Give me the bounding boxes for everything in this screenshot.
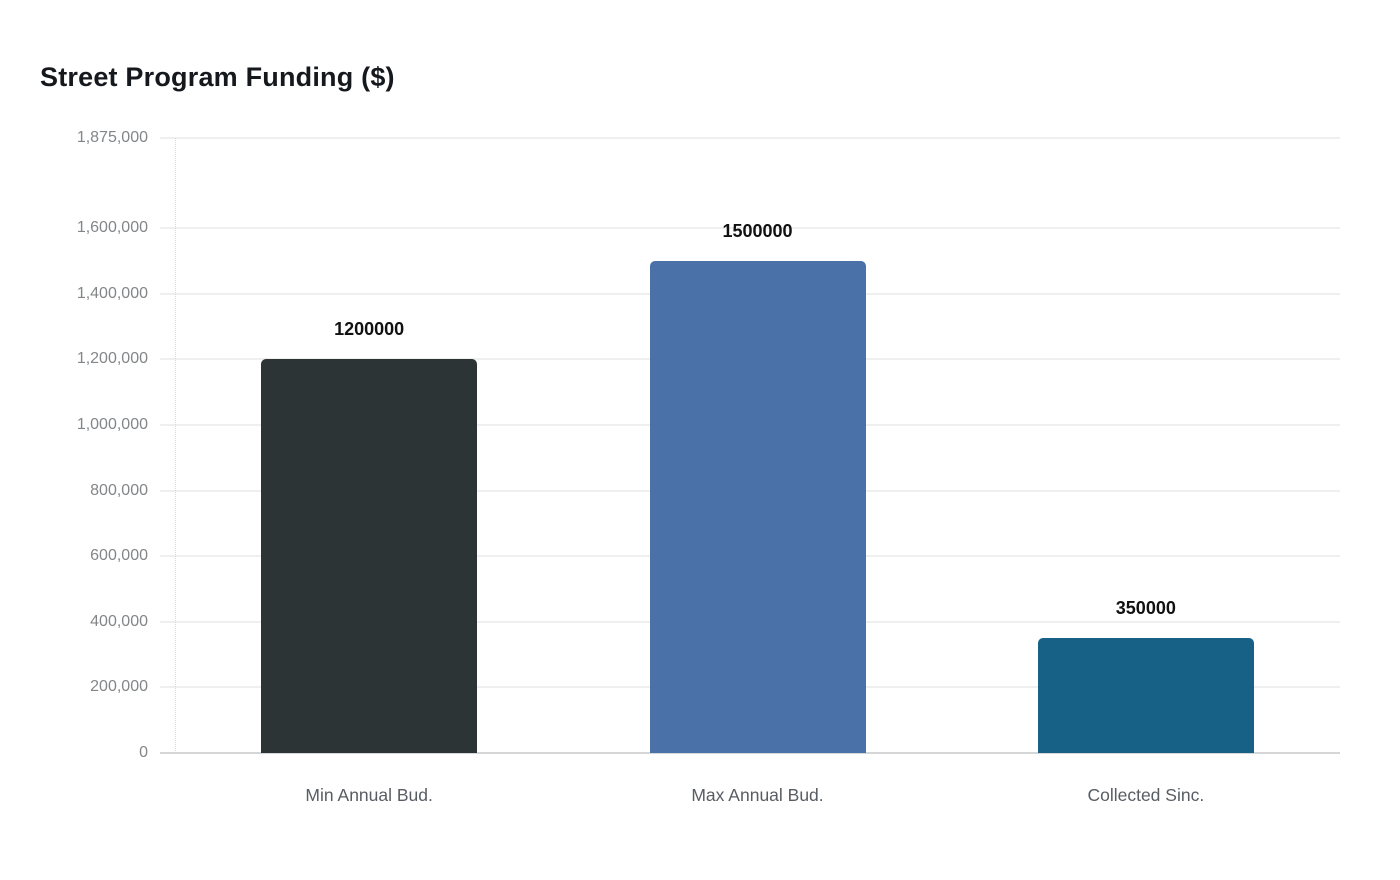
y-tick-label: 1,875,000 xyxy=(76,129,148,146)
y-tick-label: 1,000,000 xyxy=(76,416,148,433)
x-axis-line xyxy=(160,752,1340,754)
y-tick-label: 800,000 xyxy=(90,481,148,499)
y-tick-label: 1,200,000 xyxy=(76,350,148,368)
x-category-label: Min Annual Bud. xyxy=(305,785,433,805)
bar-1 xyxy=(261,359,478,753)
bar-value-label: 350000 xyxy=(1115,598,1176,619)
bar-value-label: 1500000 xyxy=(722,221,793,241)
y-tick-label: 0 xyxy=(139,744,148,761)
y-tick-label: 1,600,000 xyxy=(76,219,148,237)
bar-2 xyxy=(649,261,866,753)
y-tick-label: 1,400,000 xyxy=(76,284,148,302)
y-tick-label: 400,000 xyxy=(90,612,148,630)
x-category-label: Max Annual Bud. xyxy=(691,785,824,805)
y-tick-label: 600,000 xyxy=(90,547,148,565)
bar-3 xyxy=(1037,638,1254,753)
x-category-label: Collected Sinc. xyxy=(1087,785,1205,805)
y-tick-label: 200,000 xyxy=(90,678,148,696)
gridline xyxy=(160,137,1340,139)
gridline xyxy=(160,227,1340,230)
bar-value-label: 1200000 xyxy=(334,319,405,340)
y-axis-line xyxy=(175,138,176,753)
chart-title: Street Program Funding ($) xyxy=(40,62,395,92)
